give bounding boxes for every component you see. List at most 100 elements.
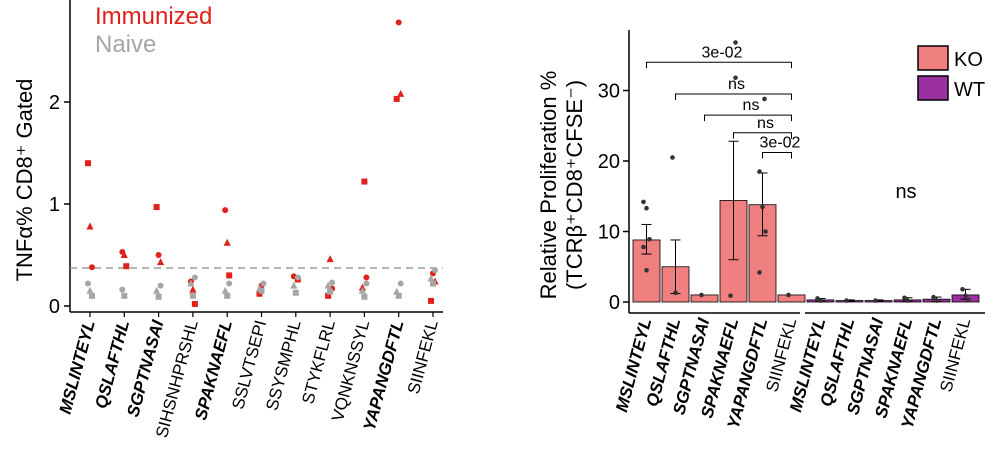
naive-point [290, 281, 298, 289]
immunized-point [86, 222, 94, 230]
left-y-axis-label: TNFα% CD8⁺ Gated [12, 79, 37, 282]
replicate-point [728, 293, 733, 298]
replicate-point [873, 298, 878, 303]
replicate-point [763, 229, 768, 234]
replicate-point [760, 204, 765, 210]
legend-swatch-ko [917, 45, 949, 71]
replicate-point [641, 244, 646, 250]
immunized-point [393, 95, 400, 102]
naive-point [153, 286, 161, 294]
left-category-label: QSLAFTHL [91, 318, 133, 410]
comparison-label: ns [757, 115, 774, 132]
wt-ns-annotation: ns [895, 181, 916, 203]
left-y-tick-label: 2 [49, 92, 60, 114]
naive-point [292, 289, 299, 296]
immunized-point [325, 292, 332, 299]
naive-point [187, 279, 195, 287]
legend-swatch-wt [917, 75, 949, 101]
left-y-tick-label: 0 [49, 296, 60, 318]
replicate-point [934, 298, 939, 303]
right-x-labels: MSLINTEYLQSLAFTHLSGPTNASAISPAKNAEFLYAPAN… [612, 315, 974, 431]
immunized-point [223, 238, 231, 246]
comparison-label: 3e-02 [760, 135, 801, 152]
replicate-point [902, 295, 907, 301]
naive-point [258, 287, 265, 294]
left-y-tick-label: 1 [49, 194, 60, 216]
replicate-point [966, 297, 971, 303]
immunized-point [191, 300, 198, 307]
naive-point [432, 267, 438, 274]
naive-point [294, 274, 301, 281]
replicate-point [786, 292, 791, 298]
immunized-point [428, 297, 434, 304]
naive-point [358, 286, 366, 294]
right-y-tick-label: 0 [609, 292, 620, 314]
immunized-point [395, 19, 402, 26]
immunized-point [157, 258, 165, 266]
left-category-label: SSLVTSEPI [228, 318, 270, 411]
comparison-bracket [646, 61, 792, 69]
naive-point [361, 293, 368, 300]
ko-bar [777, 294, 806, 303]
replicate-point [844, 298, 849, 303]
left-x-labels: MSLINTEYLQSLAFTHLSGPTNASAISIHSNHPRSHLSPA… [56, 312, 442, 440]
immunized-point [120, 251, 128, 258]
right-y-tick-label: 10 [598, 222, 620, 244]
outlier-point [733, 75, 738, 81]
naive-point [121, 292, 128, 299]
outlier-point [762, 96, 767, 102]
comparison-label: ns [728, 76, 745, 93]
comparison-bracket [733, 132, 792, 139]
replicate-point [931, 294, 936, 300]
replicate-point [644, 267, 649, 273]
naive-point [119, 286, 126, 293]
left-scatter-panel: Immunized Naive TNFα% CD8⁺ Gated 0 1 2 MSL… [12, 0, 443, 440]
legend-label-wt: WT [954, 79, 985, 101]
immunized-point [397, 89, 405, 97]
comparison-bracket [675, 93, 792, 101]
replicate-point [699, 292, 704, 298]
right-bar-panel: Relative Proliferation % (TCRβ⁺CD8⁺CFSE⁻… [536, 30, 985, 431]
ko-bar [690, 294, 719, 303]
immunized-point [155, 252, 162, 258]
replicate-point [644, 205, 649, 211]
comparison-label: ns [743, 97, 760, 114]
replicate-point [905, 298, 910, 303]
immunized-point [326, 255, 334, 263]
naive-point [191, 274, 198, 281]
right-y-tick-label: 20 [598, 151, 620, 173]
immunized-point [363, 274, 370, 281]
naive-point [397, 280, 404, 287]
legend-immunized: Immunized [95, 3, 212, 30]
immunized-point [361, 178, 368, 185]
replicate-point [960, 287, 965, 292]
naive-point [427, 274, 435, 282]
comparison-label: 3e-02 [702, 44, 743, 61]
immunized-point [222, 207, 229, 214]
replicate-point [641, 199, 646, 205]
naive-point [363, 280, 370, 287]
naive-point [221, 286, 229, 294]
right-y-axis-label-line1: Relative Proliferation % [536, 71, 561, 300]
naive-point [329, 279, 336, 286]
immunized-point [226, 272, 233, 279]
naive-point [89, 292, 95, 299]
naive-point [260, 280, 267, 287]
legend-label-ko: KO [954, 49, 983, 71]
replicate-point [963, 293, 968, 298]
left-points [85, 19, 439, 307]
immunized-point [256, 290, 263, 297]
replicate-point [670, 155, 675, 160]
naive-point [226, 280, 233, 287]
legend-naive: Naive [95, 31, 156, 58]
immunized-point [123, 263, 130, 270]
naive-point [430, 280, 436, 287]
right-y-tick-label: 30 [598, 81, 620, 103]
left-y-ticks: 0 1 2 [49, 92, 70, 318]
replicate-point [757, 169, 762, 174]
comparison-bracket [704, 114, 792, 122]
ko-bar [748, 204, 777, 303]
naive-point [155, 293, 162, 300]
